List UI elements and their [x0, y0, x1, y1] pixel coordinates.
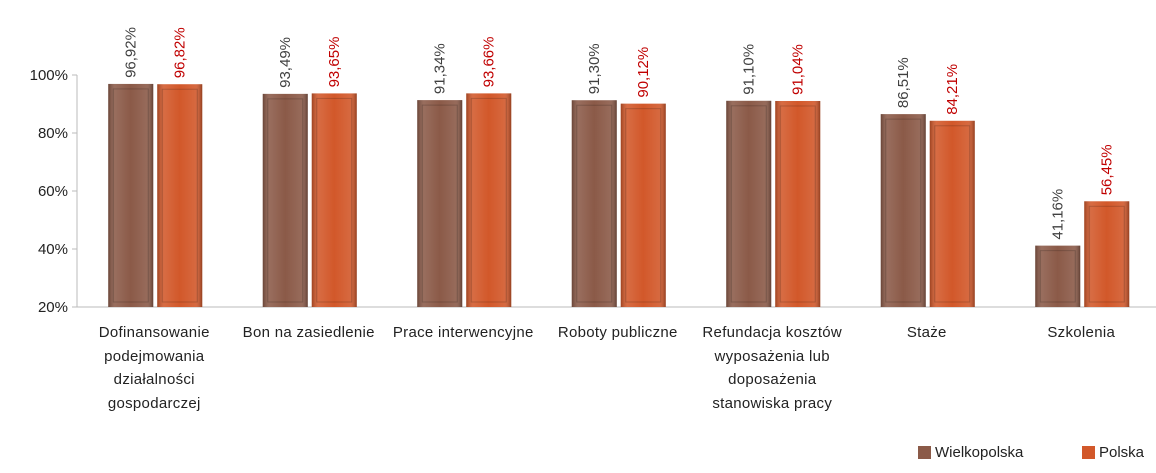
- bar-bevel: [730, 105, 767, 303]
- bar-shine: [1084, 201, 1130, 307]
- bar-bevel: [779, 105, 816, 303]
- bar-shine: [880, 114, 926, 307]
- bar-shine: [775, 100, 821, 307]
- bar-bevel: [1039, 250, 1076, 303]
- bar-shine: [466, 93, 512, 307]
- legend-swatch: [918, 446, 931, 459]
- bar-bevel: [161, 88, 198, 303]
- value-label: 56,45%: [1099, 144, 1116, 195]
- y-tick-label: 40%: [38, 241, 68, 258]
- bar-shine: [726, 100, 772, 307]
- value-label: 93,65%: [326, 37, 343, 88]
- value-label: 96,92%: [123, 27, 140, 78]
- value-label: 93,66%: [481, 37, 498, 88]
- value-label: 91,30%: [586, 43, 603, 94]
- value-label: 86,51%: [895, 57, 912, 108]
- bar-shine: [417, 100, 463, 307]
- bar-shine: [311, 93, 357, 307]
- bar-bevel: [316, 97, 353, 303]
- bar-shine: [1035, 245, 1081, 307]
- x-tick-label: Refundacja kosztów wyposażenia lub dopos…: [702, 324, 843, 412]
- legend-label: Wielkopolska: [935, 444, 1024, 461]
- bar-bevel: [576, 104, 613, 303]
- bar-bevel: [470, 97, 507, 303]
- legend-label: Polska: [1099, 444, 1145, 461]
- bar-bevel: [1088, 205, 1125, 303]
- x-tick-label: Staże: [906, 324, 947, 341]
- value-label: 90,12%: [635, 47, 652, 98]
- value-label: 91,04%: [790, 44, 807, 95]
- bar-bevel: [421, 104, 458, 303]
- value-label: 84,21%: [944, 64, 961, 115]
- value-label: 41,16%: [1050, 189, 1067, 240]
- bar-bevel: [267, 98, 304, 303]
- bar-bevel: [625, 108, 662, 303]
- x-tick-label: Szkolenia: [1047, 324, 1116, 341]
- legend-swatch: [1082, 446, 1095, 459]
- bar-shine: [620, 103, 666, 307]
- value-label: 91,34%: [432, 43, 449, 94]
- bar-bevel: [885, 118, 922, 303]
- value-label: 96,82%: [172, 27, 189, 78]
- y-tick-label: 100%: [30, 67, 68, 84]
- value-label: 91,10%: [741, 44, 758, 95]
- x-tick-label: Prace interwencyjne: [392, 324, 534, 341]
- value-label: 93,49%: [277, 37, 294, 88]
- x-tick-label: Bon na zasiedlenie: [242, 324, 375, 341]
- legend-item: Polska: [1082, 444, 1144, 461]
- x-tick-label: Roboty publiczne: [557, 324, 678, 341]
- bar-shine: [929, 120, 975, 307]
- y-tick-label: 20%: [38, 299, 68, 316]
- bar-shine: [157, 84, 203, 307]
- bar-shine: [108, 83, 154, 307]
- bar-bevel: [934, 125, 971, 303]
- y-tick-label: 80%: [38, 125, 68, 142]
- legend-item: Wielkopolska: [918, 444, 1023, 461]
- bar-bevel: [112, 88, 149, 303]
- bar-shine: [571, 100, 617, 307]
- bar-shine: [262, 93, 308, 307]
- x-tick-label: Dofinansowanie podejmowania działalności…: [98, 324, 210, 412]
- y-tick-label: 60%: [38, 183, 68, 200]
